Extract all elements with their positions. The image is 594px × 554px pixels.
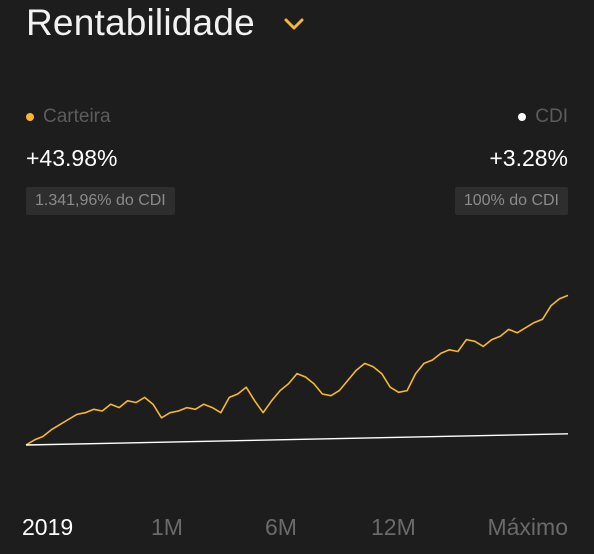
cdi-return: +3.28% [489, 145, 568, 171]
series-line-carteira [25, 294, 569, 446]
legend-carteira-label: Carteira [43, 106, 111, 127]
legend-cdi-label: CDI [535, 106, 568, 127]
carteira-dot-icon [26, 113, 34, 121]
performance-chart[interactable] [0, 280, 594, 460]
legend-cdi: CDI +3.28% 100% do CDI [454, 104, 568, 215]
tab-1m[interactable]: 1M [151, 514, 183, 540]
carteira-return: +43.98% [26, 145, 118, 171]
legend-carteira: Carteira +43.98% 1.341,96% do CDI [26, 104, 175, 215]
tab-12m[interactable]: 12M [371, 514, 416, 540]
carteira-cdi-badge: 1.341,96% do CDI [26, 187, 175, 215]
tab-6m[interactable]: 6M [265, 514, 297, 540]
page-title: Rentabilidade [26, 2, 255, 43]
cdi-dot-icon [518, 113, 527, 121]
cdi-badge: 100% do CDI [454, 187, 568, 215]
period-tabs: 2019 1M 6M 12M Máximo [0, 514, 594, 548]
chevron-down-icon[interactable] [283, 17, 305, 31]
tab-maximo[interactable]: Máximo [487, 514, 568, 540]
tab-2019[interactable]: 2019 [22, 514, 74, 540]
period-selector[interactable]: Rentabilidade [26, 2, 305, 44]
series-line-cdi [25, 433, 569, 446]
